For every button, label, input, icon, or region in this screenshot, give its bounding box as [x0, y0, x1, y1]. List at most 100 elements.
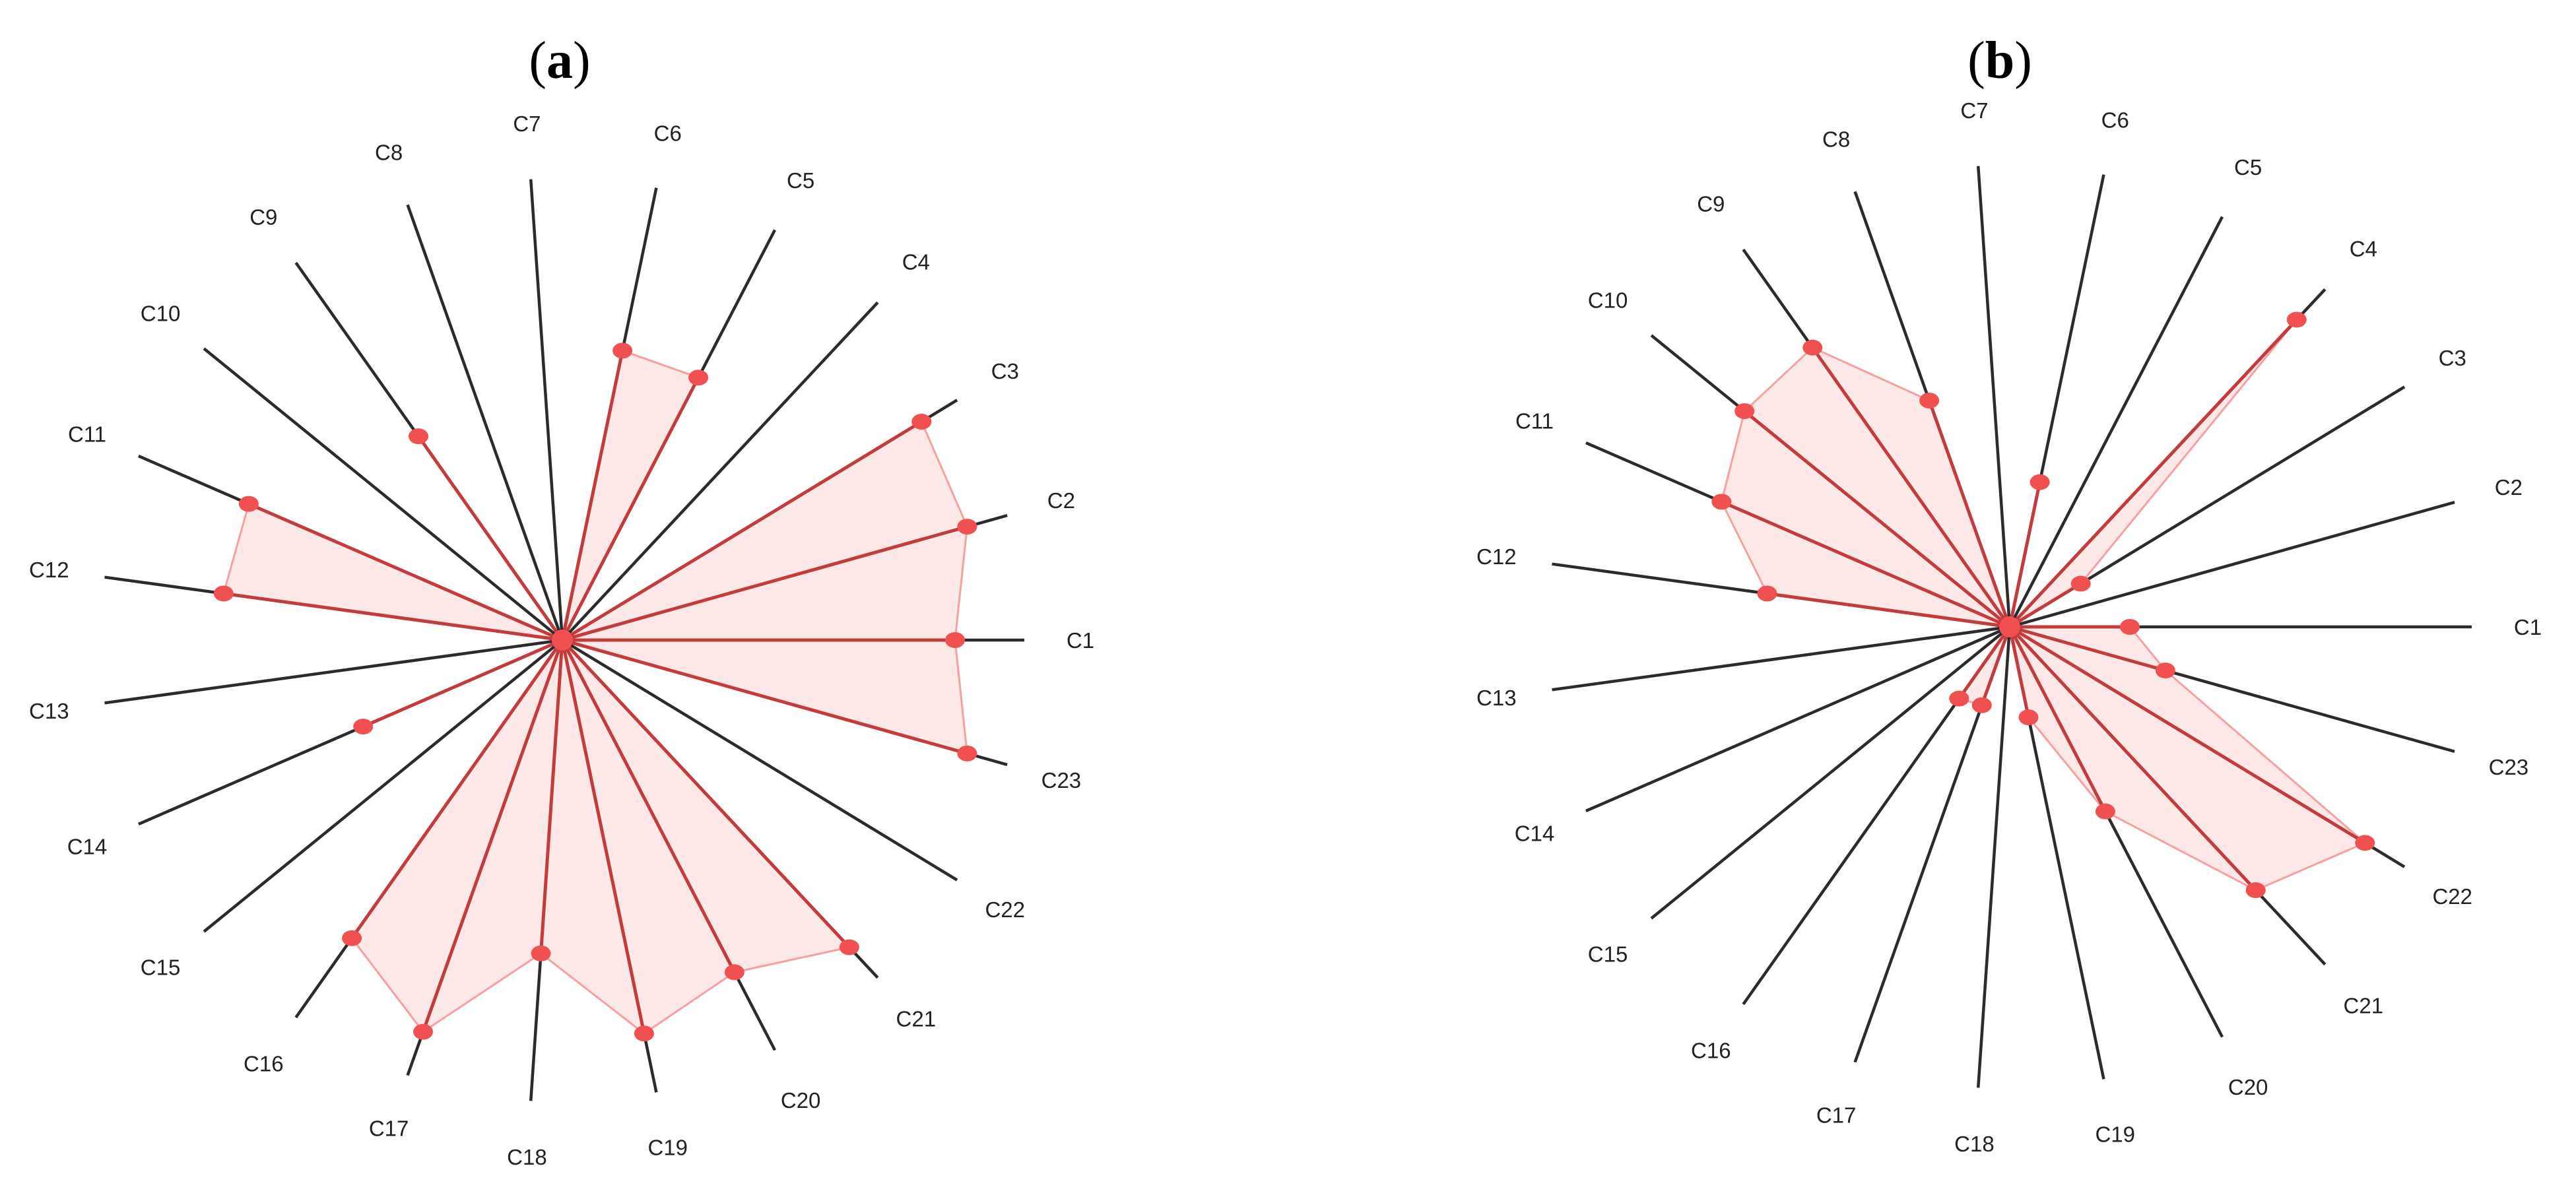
data-point-c16 [342, 930, 362, 946]
axis-label-c6: C6 [2101, 108, 2129, 132]
data-point-c12 [213, 585, 234, 602]
panel-label-b: (b) [1967, 32, 2032, 90]
axis-label-c4: C4 [902, 249, 930, 274]
data-point-c17 [413, 1023, 434, 1040]
axis-label-c18: C18 [507, 1145, 547, 1169]
value-spoke-c12 [223, 591, 563, 642]
axis-labels-group-a: C1 C2 C3 C4 C5 C6 C7 C8 C9 C10 C11 C12 C13 C14 C15 C16 C… [29, 112, 1094, 1169]
data-point-c18 [531, 945, 551, 961]
axis-label-c19: C19 [2095, 1122, 2135, 1147]
radar-chart-a: (a) C1 C2 C3 C4 C5 C6 C7 C8 C9 C10 C11 C12 C13 C14 C15… [29, 32, 1094, 1169]
axis-line-c2 [2009, 500, 2455, 629]
data-point-c11 [238, 496, 259, 512]
data-point-c21 [839, 939, 859, 955]
axis-label-c5: C5 [2234, 155, 2262, 179]
value-spoke-c9 [1811, 346, 2012, 628]
axis-label-c20: C20 [2228, 1075, 2268, 1099]
value-spoke-c14 [362, 638, 563, 728]
axis-label-c22: C22 [985, 897, 1025, 922]
axis-label-c7: C7 [513, 112, 541, 136]
axis-label-c10: C10 [1588, 288, 1628, 313]
value-spoke-c6 [560, 350, 624, 641]
value-spoke-c9 [416, 435, 564, 641]
axis-label-c21: C21 [2344, 994, 2384, 1018]
data-point-c9 [409, 428, 429, 445]
data-point-c6 [2030, 474, 2050, 490]
data-point-c21 [2245, 882, 2266, 899]
axis-label-c21: C21 [896, 1007, 937, 1031]
data-point-c8 [1919, 393, 1940, 409]
data-point-c1 [945, 632, 965, 648]
data-point-c2 [957, 519, 977, 535]
data-point-c1 [2120, 619, 2140, 635]
axis-line-c18 [1976, 626, 2012, 1088]
value-spoke-c19 [560, 639, 646, 1034]
value-spoke-c18 [539, 639, 564, 954]
value-spoke-c3 [2008, 582, 2082, 629]
axis-line-c10 [203, 347, 564, 641]
value-spoke-c20 [560, 639, 737, 973]
value-spoke-c16 [1958, 626, 2012, 700]
data-point-c23 [957, 745, 977, 761]
data-point-c20 [724, 964, 744, 981]
data-point-c20 [2095, 803, 2115, 820]
series-group-b [1711, 311, 2375, 899]
radar-chart-b: (b) C1 C2 C3 C4 C5 C6 C7 C8 C9 C10 C11 C12 C13 C14 C15… [1476, 32, 2542, 1156]
center-point [1999, 616, 2020, 637]
data-point-c22 [2355, 835, 2375, 851]
value-spoke-c4 [2008, 318, 2298, 628]
center-point [552, 630, 573, 651]
value-spoke-c17 [421, 639, 564, 1033]
axis-line-c14 [1585, 625, 2010, 812]
value-spoke-c8 [1927, 400, 2012, 628]
data-point-c19 [634, 1025, 654, 1042]
value-spoke-c11 [1721, 500, 2010, 629]
axis-label-c13: C13 [29, 699, 69, 723]
axis-label-c13: C13 [1476, 686, 1517, 710]
value-spoke-c3 [561, 420, 923, 642]
axis-line-c13 [104, 638, 563, 705]
axis-label-c9: C9 [1697, 192, 1725, 216]
series-group-a [213, 342, 977, 1042]
data-point-c17 [1971, 697, 1992, 713]
value-spoke-c23 [2009, 625, 2166, 672]
axis-label-c8: C8 [1822, 127, 1850, 151]
value-spoke-c16 [350, 639, 564, 940]
axis-label-c3: C3 [2439, 346, 2466, 370]
value-spoke-c17 [1980, 626, 2012, 706]
axis-label-c12: C12 [1476, 544, 1517, 569]
value-spoke-c10 [1743, 410, 2011, 628]
data-point-c3 [911, 414, 932, 430]
axis-line-c22 [561, 639, 958, 882]
axis-label-c18: C18 [1954, 1132, 1995, 1156]
data-point-c4 [2286, 311, 2307, 328]
axis-label-c19: C19 [647, 1136, 688, 1160]
data-point-c16 [1949, 690, 1969, 707]
value-spoke-c22 [2008, 625, 2366, 845]
data-point-c12 [1757, 585, 1777, 602]
value-spoke-c5 [560, 377, 700, 641]
axis-label-c12: C12 [29, 558, 69, 582]
panel-label-a: (a) [529, 32, 590, 90]
axis-label-c1: C1 [2514, 615, 2542, 639]
axis-label-c17: C17 [369, 1116, 409, 1141]
axis-line-c15 [1650, 626, 2011, 920]
axis-label-c1: C1 [1067, 628, 1094, 653]
axis-label-c11: C11 [1515, 408, 1554, 433]
data-point-c19 [2018, 709, 2039, 726]
data-point-c5 [688, 370, 709, 386]
axis-label-c22: C22 [2432, 884, 2472, 909]
value-spoke-c6 [2008, 482, 2042, 628]
axis-label-c20: C20 [781, 1088, 821, 1113]
value-spoke-c19 [2008, 626, 2030, 718]
value-spoke-c12 [1767, 592, 2010, 629]
axis-label-c23: C23 [1041, 768, 1082, 793]
axis-line-c7 [1976, 166, 2012, 628]
axis-line-c15 [203, 639, 564, 933]
panel-letter-a: a [546, 32, 573, 90]
value-spoke-c11 [248, 502, 563, 642]
axis-label-c9: C9 [249, 205, 277, 230]
value-spoke-c20 [2008, 626, 2107, 812]
axis-label-c2: C2 [2495, 475, 2523, 500]
